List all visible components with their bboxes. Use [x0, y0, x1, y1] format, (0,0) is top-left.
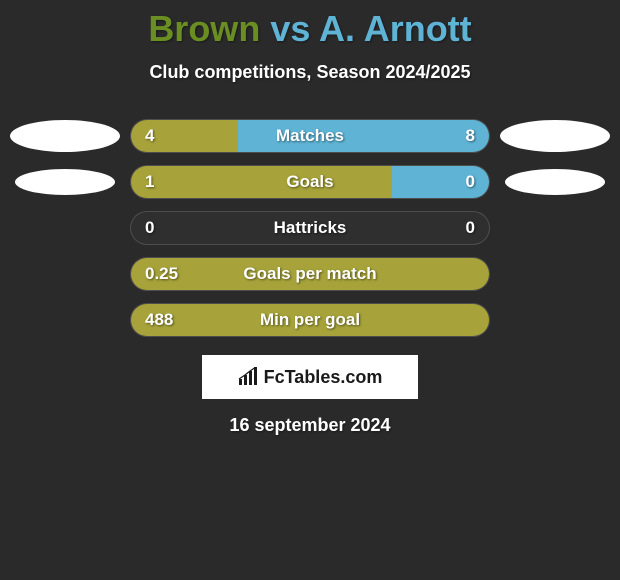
- title-player1: Brown: [148, 8, 260, 49]
- left-avatar-cell: [0, 120, 130, 152]
- stat-label: Goals: [286, 172, 333, 192]
- stat-label: Goals per match: [243, 264, 376, 284]
- brand-text: FcTables.com: [238, 367, 383, 388]
- stat-bar: 0.25 Goals per match: [130, 257, 490, 291]
- title-player2: A. Arnott: [319, 8, 472, 49]
- left-avatar-cell: [0, 169, 130, 195]
- stat-value-left: 1: [145, 172, 154, 192]
- player2-marker: [500, 120, 610, 152]
- right-avatar-cell: [490, 169, 620, 195]
- player2-marker: [505, 169, 605, 195]
- stat-row: 488 Min per goal: [0, 303, 620, 337]
- comparison-chart: 4 8 Matches 1 0 Goals 0 0 Hattricks 0.25 Goals per…: [0, 119, 620, 337]
- stat-bar: 4 8 Matches: [130, 119, 490, 153]
- stat-row: 0.25 Goals per match: [0, 257, 620, 291]
- subtitle: Club competitions, Season 2024/2025: [0, 62, 620, 83]
- stat-label: Min per goal: [260, 310, 360, 330]
- bar-chart-icon: [238, 367, 260, 387]
- date-text: 16 september 2024: [0, 415, 620, 436]
- stat-value-left: 0.25: [145, 264, 178, 284]
- brand-badge: FcTables.com: [202, 355, 418, 399]
- stat-row: 4 8 Matches: [0, 119, 620, 153]
- stat-value-left: 4: [145, 126, 154, 146]
- stat-value-right: 0: [466, 172, 475, 192]
- bar-left-fill: [131, 166, 392, 198]
- stat-value-right: 0: [466, 218, 475, 238]
- stat-bar: 488 Min per goal: [130, 303, 490, 337]
- stat-value-right: 8: [466, 126, 475, 146]
- stat-value-left: 488: [145, 310, 173, 330]
- stat-bar: 0 0 Hattricks: [130, 211, 490, 245]
- stat-row: 1 0 Goals: [0, 165, 620, 199]
- page-title: Brown vs A. Arnott: [0, 0, 620, 50]
- stat-row: 0 0 Hattricks: [0, 211, 620, 245]
- stat-label: Hattricks: [274, 218, 347, 238]
- brand-label: FcTables.com: [264, 367, 383, 388]
- title-vs: vs: [260, 8, 319, 49]
- player1-marker: [15, 169, 115, 195]
- stat-bar: 1 0 Goals: [130, 165, 490, 199]
- right-avatar-cell: [490, 120, 620, 152]
- player1-marker: [10, 120, 120, 152]
- stat-value-left: 0: [145, 218, 154, 238]
- stat-label: Matches: [276, 126, 344, 146]
